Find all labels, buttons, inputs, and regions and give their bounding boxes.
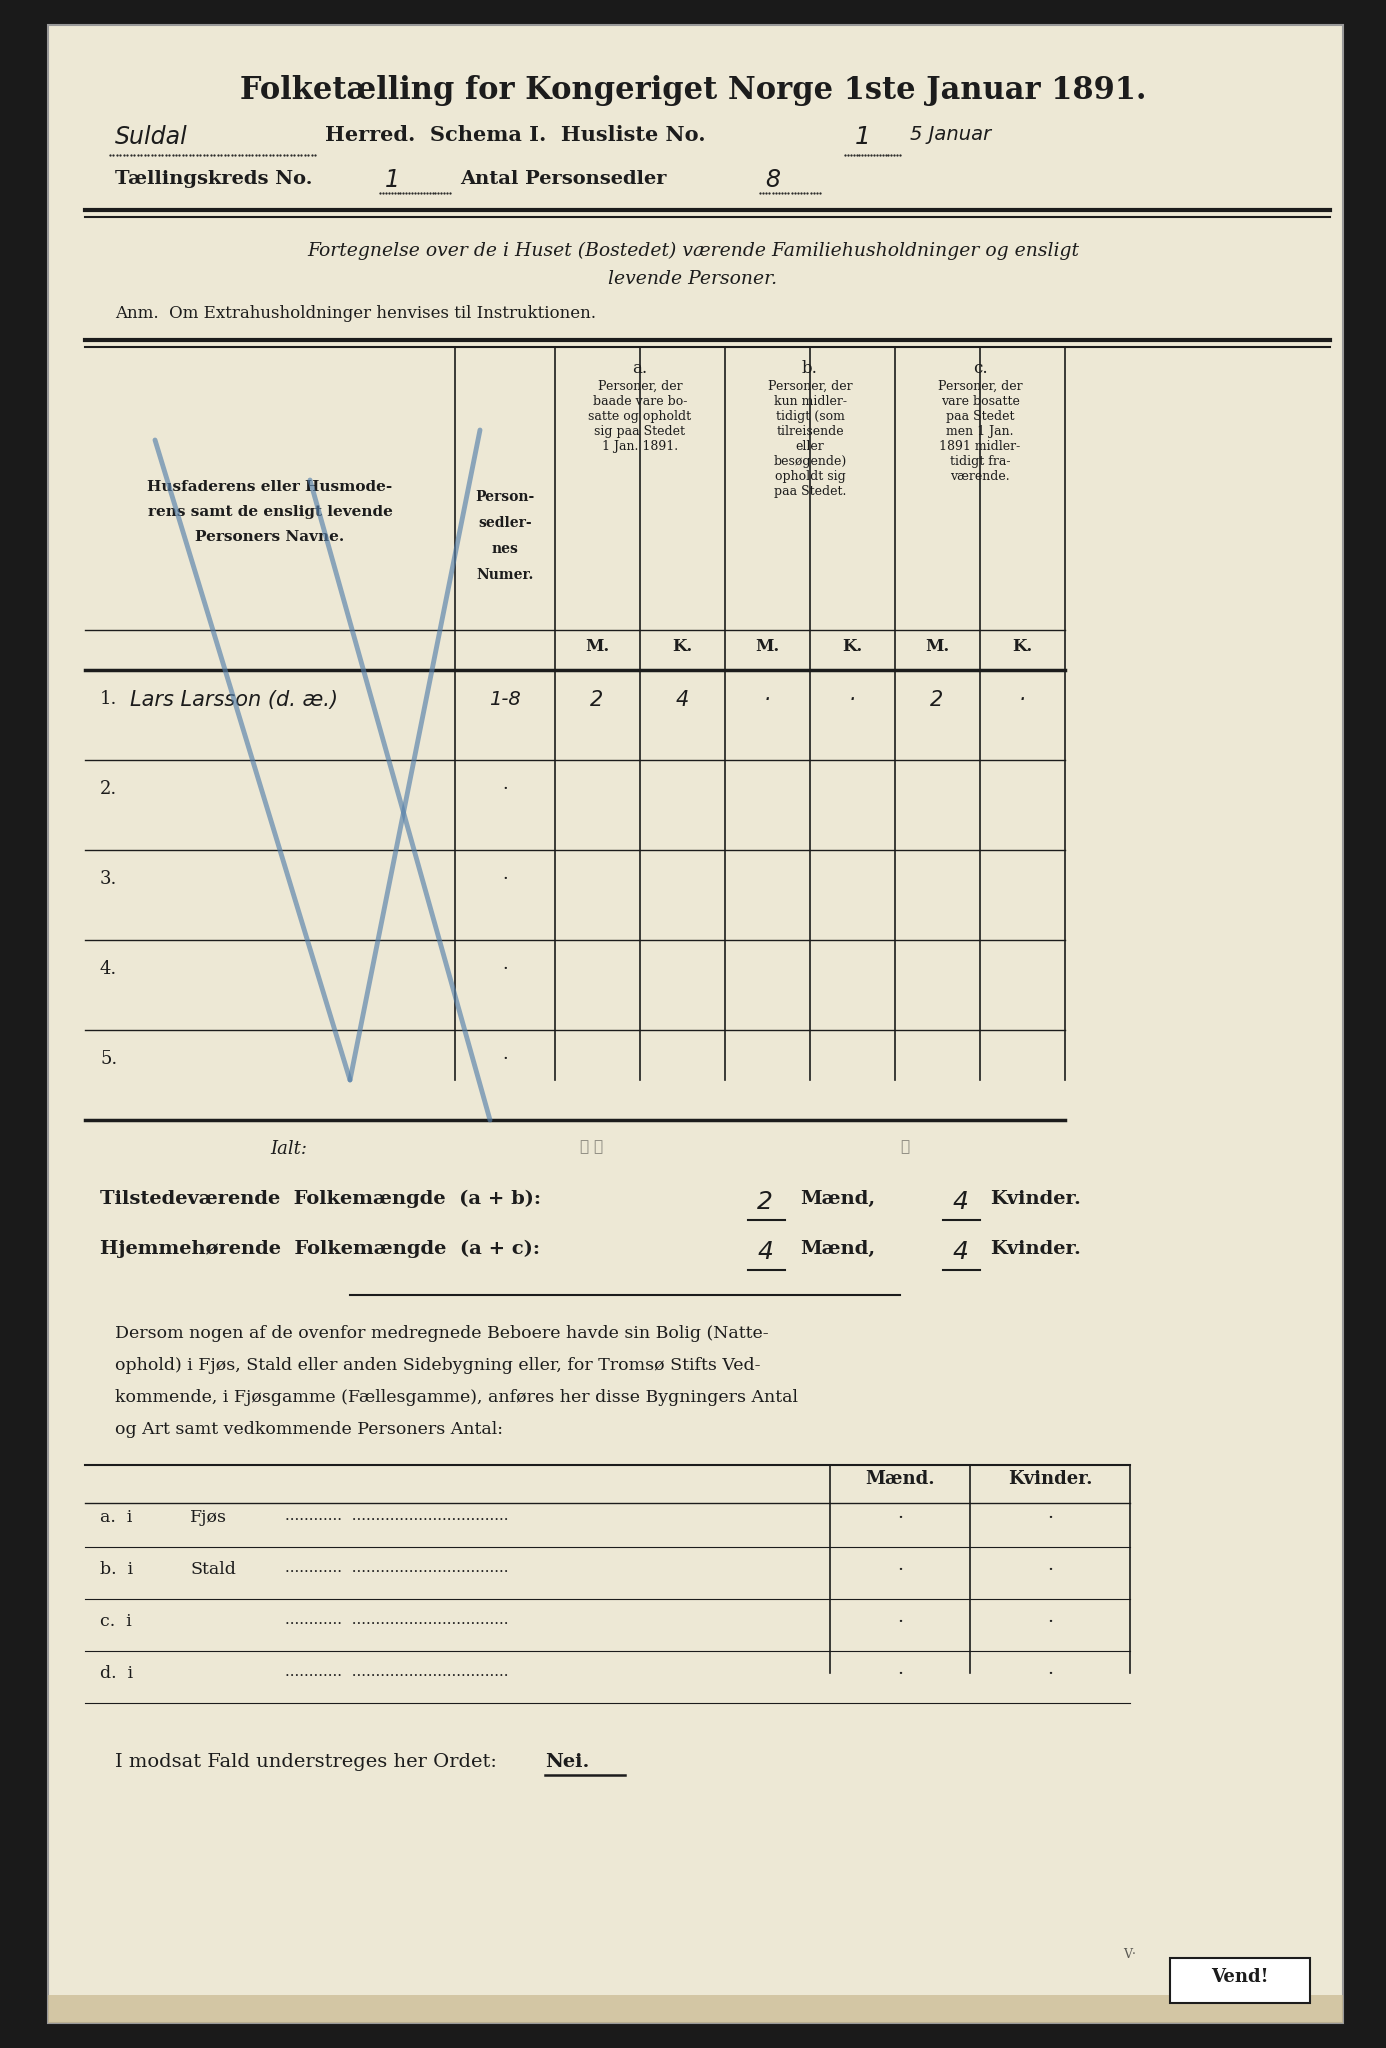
Text: 1: 1: [385, 168, 401, 193]
Text: Person-: Person-: [475, 489, 535, 504]
Text: Stald: Stald: [190, 1561, 236, 1579]
Text: Personers Navne.: Personers Navne.: [195, 530, 345, 545]
Text: 2: 2: [757, 1190, 773, 1214]
Text: 4: 4: [757, 1239, 773, 1264]
Text: Kvinder.: Kvinder.: [990, 1239, 1081, 1257]
Text: ·: ·: [848, 690, 855, 711]
Bar: [49, 1995, 1343, 2023]
Text: M.: M.: [924, 639, 949, 655]
Text: Nei.: Nei.: [545, 1753, 589, 1772]
Text: 8: 8: [765, 168, 780, 193]
Text: ✓: ✓: [900, 1141, 909, 1153]
Text: a.  i: a. i: [100, 1509, 133, 1526]
Text: og Art samt vedkommende Personers Antal:: og Art samt vedkommende Personers Antal:: [115, 1421, 503, 1438]
Text: ·: ·: [1046, 1614, 1053, 1630]
Text: 1.: 1.: [100, 690, 118, 709]
Text: rens samt de ensligt levende: rens samt de ensligt levende: [147, 506, 392, 518]
Text: c.  i: c. i: [100, 1614, 132, 1630]
Text: Anm.  Om Extrahusholdninger henvises til Instruktionen.: Anm. Om Extrahusholdninger henvises til …: [115, 305, 596, 322]
Text: ophold) i Fjøs, Stald eller anden Sidebygning eller, for Tromsø Stifts Ved-: ophold) i Fjøs, Stald eller anden Sideby…: [115, 1358, 761, 1374]
Text: d.  i: d. i: [100, 1665, 133, 1681]
Text: Fortegnelse over de i Huset (Bostedet) værende Familiehusholdninger og ensligt: Fortegnelse over de i Huset (Bostedet) v…: [308, 242, 1078, 260]
Text: 2: 2: [930, 690, 944, 711]
Text: Mænd,: Mænd,: [800, 1190, 875, 1208]
Text: Ialt:: Ialt:: [270, 1141, 308, 1157]
Text: b.: b.: [802, 360, 818, 377]
Text: K.: K.: [1012, 639, 1033, 655]
Text: I modsat Fald understreges her Ordet:: I modsat Fald understreges her Ordet:: [115, 1753, 510, 1772]
Text: Dersom nogen af de ovenfor medregnede Beboere havde sin Bolig (Natte-: Dersom nogen af de ovenfor medregnede Be…: [115, 1325, 769, 1341]
Text: ·: ·: [897, 1509, 904, 1528]
Text: Personer, der
vare bosatte
paa Stedet
men 1 Jan.
1891 midler-
tidigt fra-
værend: Personer, der vare bosatte paa Stedet me…: [938, 381, 1023, 483]
Text: ·: ·: [502, 1051, 507, 1067]
Text: Mænd.: Mænd.: [865, 1470, 934, 1489]
Text: ·: ·: [502, 870, 507, 889]
Text: nes: nes: [492, 543, 518, 555]
Text: 3.: 3.: [100, 870, 118, 889]
Text: Kvinder.: Kvinder.: [990, 1190, 1081, 1208]
Text: Personer, der
baade vare bo-
satte og opholdt
sig paa Stedet
1 Jan. 1891.: Personer, der baade vare bo- satte og op…: [589, 381, 692, 453]
Text: Vend!: Vend!: [1211, 1968, 1268, 1987]
Text: Suldal: Suldal: [115, 125, 187, 150]
Text: 1: 1: [855, 125, 870, 150]
Text: ·: ·: [764, 690, 771, 711]
Text: Fjøs: Fjøs: [190, 1509, 227, 1526]
Text: ✓ ✓: ✓ ✓: [579, 1141, 603, 1153]
FancyBboxPatch shape: [1170, 1958, 1310, 2003]
Text: Numer.: Numer.: [477, 567, 534, 582]
Text: Hjemmehørende  Folkemængde  (a + c):: Hjemmehørende Folkemængde (a + c):: [100, 1239, 541, 1257]
Text: 5.: 5.: [100, 1051, 118, 1067]
Text: 4.: 4.: [100, 961, 118, 979]
Text: 4: 4: [952, 1239, 967, 1264]
Text: ·: ·: [897, 1614, 904, 1630]
Text: ·: ·: [1046, 1561, 1053, 1579]
Text: ·: ·: [502, 961, 507, 979]
Text: Herred.  Schema I.  Husliste No.: Herred. Schema I. Husliste No.: [324, 125, 705, 145]
Text: c.: c.: [973, 360, 987, 377]
Text: K.: K.: [672, 639, 692, 655]
Text: Lars Larsson (d. æ.): Lars Larsson (d. æ.): [130, 690, 338, 711]
Text: 4: 4: [952, 1190, 967, 1214]
Text: ·: ·: [502, 780, 507, 799]
Text: 1-8: 1-8: [489, 690, 521, 709]
Text: sedler-: sedler-: [478, 516, 532, 530]
Text: M.: M.: [755, 639, 779, 655]
Text: V·: V·: [1124, 1948, 1137, 1962]
Text: Tællingskreds No.: Tællingskreds No.: [115, 170, 312, 188]
Text: Personer, der
kun midler-
tidigt (som
tilreisende
eller
besøgende)
opholdt sig
p: Personer, der kun midler- tidigt (som ti…: [768, 381, 852, 498]
Text: Mænd,: Mænd,: [800, 1239, 875, 1257]
Text: 4: 4: [675, 690, 689, 711]
Text: 5 Januar: 5 Januar: [911, 125, 991, 143]
Text: b.  i: b. i: [100, 1561, 133, 1579]
Text: K.: K.: [841, 639, 862, 655]
Text: ·: ·: [1019, 690, 1026, 711]
Text: 2: 2: [590, 690, 604, 711]
Text: ·: ·: [1046, 1665, 1053, 1683]
Text: ·: ·: [897, 1665, 904, 1683]
Text: Tilstedeværende  Folkemængde  (a + b):: Tilstedeværende Folkemængde (a + b):: [100, 1190, 541, 1208]
Text: ............  .................................: ............ ...........................…: [286, 1614, 509, 1626]
Text: a.: a.: [632, 360, 647, 377]
Text: ·: ·: [1046, 1509, 1053, 1528]
Text: levende Personer.: levende Personer.: [608, 270, 778, 289]
Text: ·: ·: [897, 1561, 904, 1579]
Text: Kvinder.: Kvinder.: [1008, 1470, 1092, 1489]
Text: ............  .................................: ............ ...........................…: [286, 1509, 509, 1524]
Text: ............  .................................: ............ ...........................…: [286, 1665, 509, 1679]
Text: kommende, i Fjøsgamme (Fællesgamme), anføres her disse Bygningers Antal: kommende, i Fjøsgamme (Fællesgamme), anf…: [115, 1389, 798, 1407]
Text: Husfaderens eller Husmode-: Husfaderens eller Husmode-: [147, 479, 392, 494]
Text: M.: M.: [585, 639, 608, 655]
Text: Folketælling for Kongeriget Norge 1ste Januar 1891.: Folketælling for Kongeriget Norge 1ste J…: [240, 76, 1146, 106]
Text: ............  .................................: ............ ...........................…: [286, 1561, 509, 1575]
Text: 2.: 2.: [100, 780, 118, 799]
Text: Antal Personsedler: Antal Personsedler: [460, 170, 667, 188]
